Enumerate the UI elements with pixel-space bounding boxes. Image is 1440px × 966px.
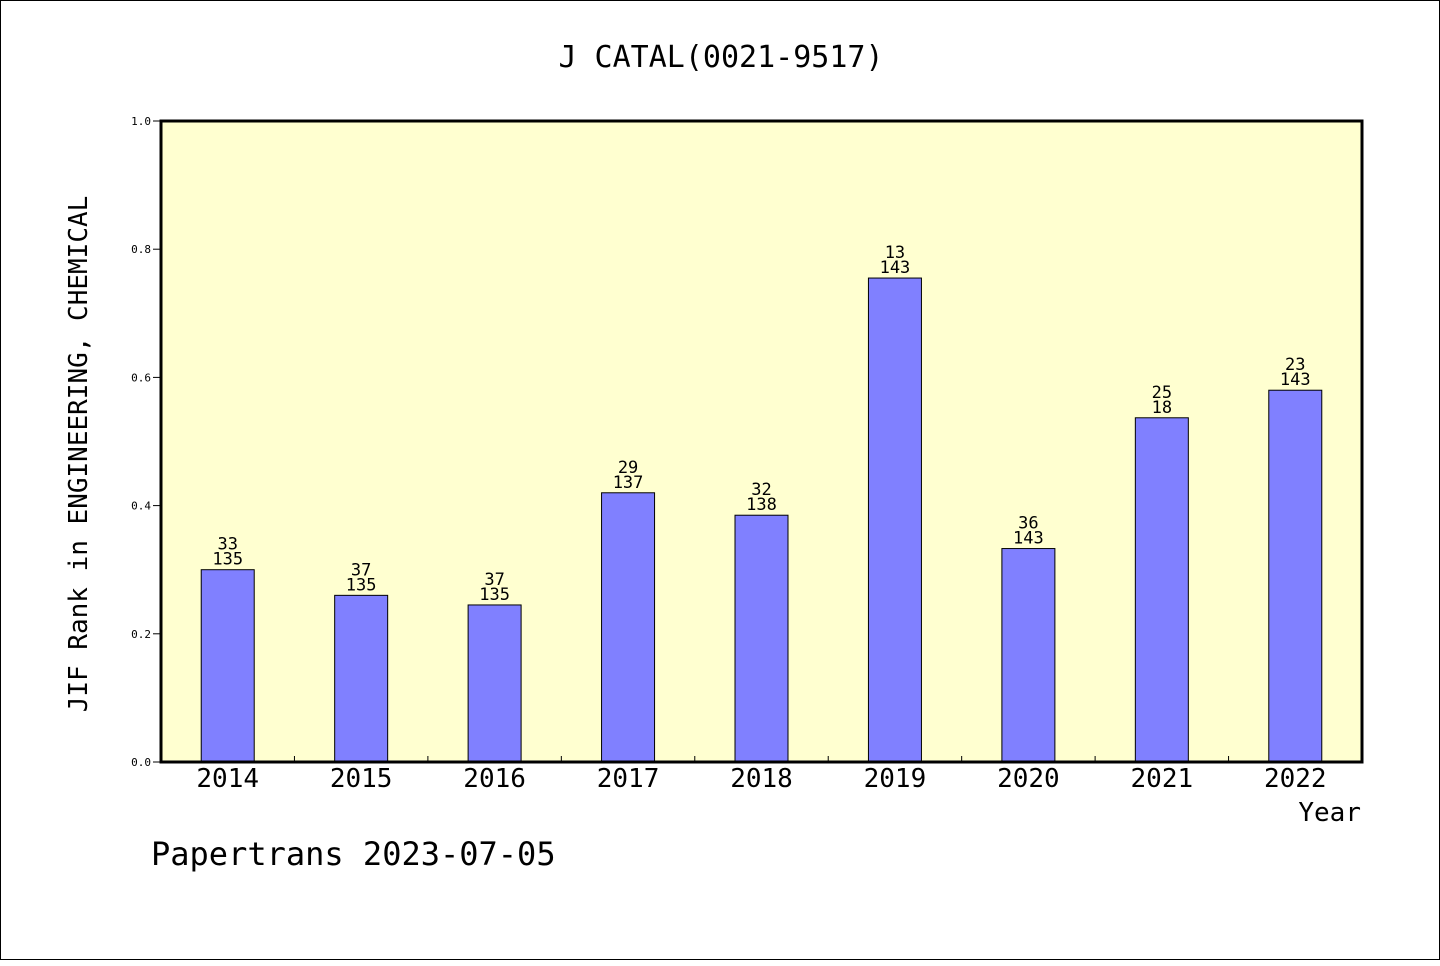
bar-rank-label: 37 — [351, 560, 371, 580]
bar — [734, 514, 789, 763]
x-tick-label: 2017 — [597, 764, 660, 794]
y-tick-label: 1.0 — [131, 115, 151, 128]
x-tick-label: 2020 — [997, 764, 1060, 794]
y-axis-label: JIF Rank in ENGINEERING, CHEMICAL — [64, 196, 94, 713]
bar-rank-label: 37 — [484, 570, 504, 590]
y-tick-label: 0.8 — [131, 243, 151, 256]
bar-total-label: 135 — [346, 575, 377, 595]
x-tick-label: 2016 — [463, 764, 526, 794]
plot-border — [159, 119, 1364, 764]
bar-series — [200, 277, 1323, 763]
bar — [1001, 548, 1056, 763]
bar — [867, 277, 922, 763]
chart-title: J CATAL(0021-9517) — [558, 40, 883, 75]
bar — [1134, 417, 1189, 763]
footer-credit: Papertrans 2023-07-05 — [151, 835, 556, 873]
bar — [467, 604, 522, 763]
x-tick-label: 2022 — [1264, 764, 1327, 794]
bar-rank-label: 25 — [1152, 383, 1172, 403]
x-axis: 2014 2015 2016 2017 2018 2019 2020 2021 2022 — [196, 756, 1327, 794]
bar — [334, 594, 389, 763]
bar-total-label: 143 — [880, 258, 911, 278]
bar-total-label: 135 — [479, 585, 510, 605]
x-tick-label: 2019 — [864, 764, 927, 794]
bar-rank-label: 32 — [751, 480, 771, 500]
x-axis-label: Year — [1298, 798, 1361, 828]
bar-total-label: 143 — [1280, 370, 1311, 390]
y-tick-label: 0.4 — [131, 500, 151, 513]
bar-total-label: 138 — [746, 495, 777, 515]
bar-rank-label: 13 — [885, 243, 905, 263]
y-axis: 0.0 0.2 0.4 0.6 0.8 1.0 — [131, 115, 161, 769]
bar-total-label: 135 — [212, 550, 243, 570]
bar-total-label: 137 — [613, 473, 644, 493]
bar-total-label: 143 — [1013, 529, 1044, 549]
y-tick-label: 0.2 — [131, 628, 151, 641]
y-tick-label: 0.0 — [131, 756, 151, 769]
y-tick-label: 0.6 — [131, 371, 151, 384]
bar-rank-label: 29 — [618, 458, 638, 478]
x-tick-label: 2014 — [196, 764, 259, 794]
bar-rank-label: 36 — [1018, 514, 1038, 534]
x-tick-label: 2021 — [1131, 764, 1194, 794]
x-tick-label: 2018 — [730, 764, 793, 794]
x-tick-label: 2015 — [330, 764, 393, 794]
bar — [200, 569, 255, 763]
bar-total-label: 18 — [1152, 398, 1172, 418]
bar-rank-label: 33 — [217, 535, 237, 555]
bar-rank-label: 23 — [1285, 355, 1305, 375]
bar — [1268, 389, 1323, 763]
bar — [601, 492, 656, 763]
